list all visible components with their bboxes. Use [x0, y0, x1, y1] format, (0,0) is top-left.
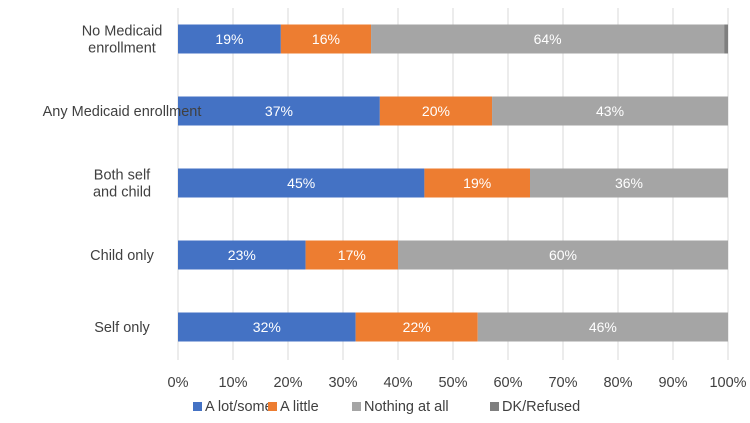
category-label: Both self and child — [93, 168, 151, 201]
data-label: 19% — [215, 31, 243, 47]
category-labels: No Medicaid enrollment Any Medicaid enroll… — [43, 24, 202, 337]
legend-swatch — [193, 402, 202, 411]
bars: 19% 16% 64% 37% 20% 43% 45% 19% 36% 23% 17% 60% 32% 2… — [178, 24, 728, 342]
legend-label: DK/Refused — [502, 399, 580, 415]
legend-label: A lot/some — [205, 399, 273, 415]
category-label: Self only — [94, 320, 150, 336]
x-tick-label: 20% — [273, 375, 302, 391]
x-tick-label: 70% — [548, 375, 577, 391]
category-label: Any Medicaid enrollment — [43, 104, 202, 120]
x-tick-label: 30% — [328, 375, 357, 391]
bar-segment — [530, 168, 728, 198]
x-tick-label: 90% — [658, 375, 687, 391]
x-tick-label: 50% — [438, 375, 467, 391]
bar-segment — [424, 168, 530, 198]
x-tick-label: 0% — [168, 375, 189, 391]
bar-segment — [178, 240, 306, 270]
data-label: 19% — [463, 175, 491, 191]
bar-segment — [178, 168, 425, 198]
category-label: No Medicaid enrollment — [82, 24, 163, 57]
bar-segment — [724, 24, 728, 54]
data-label: 22% — [403, 319, 431, 335]
legend-swatch — [490, 402, 499, 411]
x-tick-label: 100% — [709, 375, 746, 391]
bar-segment — [477, 312, 728, 342]
bar-segment — [305, 240, 398, 270]
data-label: 20% — [422, 103, 450, 119]
data-label: 17% — [338, 247, 366, 263]
data-label: 43% — [596, 103, 624, 119]
data-label: 16% — [312, 31, 340, 47]
bar-segment — [280, 24, 372, 54]
bar-segment — [492, 96, 728, 126]
legend: A lot/some A little Nothing at all DK/Refus… — [193, 399, 580, 415]
data-label: 45% — [287, 175, 315, 191]
data-label: 32% — [253, 319, 281, 335]
legend-label: Nothing at all — [364, 399, 449, 415]
bar-segment — [371, 24, 725, 54]
x-tick-label: 10% — [218, 375, 247, 391]
x-tick-label: 80% — [603, 375, 632, 391]
x-tick-label: 60% — [493, 375, 522, 391]
bar-segment — [379, 96, 493, 126]
bar-segment — [178, 96, 380, 126]
data-label: 23% — [228, 247, 256, 263]
x-tick-label: 40% — [383, 375, 412, 391]
data-label: 60% — [549, 247, 577, 263]
bar-segment — [178, 312, 356, 342]
data-label: 46% — [589, 319, 617, 335]
bar-segment — [398, 240, 728, 270]
bar-segment — [355, 312, 478, 342]
data-label: 64% — [534, 31, 562, 47]
legend-label: A little — [280, 399, 319, 415]
legend-swatch — [352, 402, 361, 411]
data-label: 36% — [615, 175, 643, 191]
category-label: Child only — [90, 248, 154, 264]
data-label: 37% — [265, 103, 293, 119]
bar-segment — [178, 24, 281, 54]
x-axis-tick-labels: 0% 10% 20% 30% 40% 50% 60% 70% 80% 90% 100% — [168, 375, 747, 391]
legend-swatch — [268, 402, 277, 411]
